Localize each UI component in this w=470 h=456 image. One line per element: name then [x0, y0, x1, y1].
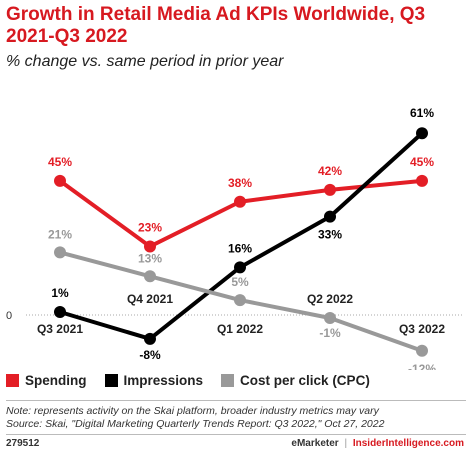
point-cpc: [144, 270, 156, 283]
legend-swatch-impressions: [104, 374, 118, 387]
point-impressions: [324, 210, 336, 223]
legend-item-spending: Spending: [6, 373, 87, 388]
line-chart: 0 Q3 2021 Q4 2021 Q1 2022 Q2 2022 Q3 2022 45% 2…: [6, 106, 462, 370]
series-line-impressions: [58, 131, 424, 341]
point-cpc: [324, 311, 336, 324]
series-line-spending: [58, 178, 424, 249]
data-label-impressions: 61%: [410, 106, 434, 120]
chart-subtitle: % change vs. same period in prior year: [6, 53, 284, 70]
legend-item-cpc: Cost per click (CPC): [221, 373, 370, 388]
data-label-cpc: 13%: [138, 251, 162, 265]
divider-bottom: [6, 434, 466, 435]
legend-swatch-cpc: [221, 374, 235, 387]
point-impressions: [144, 332, 156, 345]
legend-label-impressions: Impressions: [123, 373, 204, 388]
x-tick-label: Q2 2022: [307, 292, 353, 306]
legend-item-impressions: Impressions: [104, 373, 204, 388]
legend-swatch-spending: [6, 374, 19, 387]
data-label-spending: 38%: [228, 176, 252, 190]
footnote-source: Source: Skai, "Digital Marketing Quarter…: [6, 418, 385, 430]
point-cpc: [416, 344, 428, 357]
x-tick-label: Q1 2022: [217, 322, 263, 336]
point-impressions: [54, 306, 66, 319]
point-impressions: [234, 261, 246, 274]
brand-insider-intelligence: InsiderIntelligence.com: [352, 438, 464, 449]
brand-emarketer: eMarketer: [291, 438, 339, 449]
x-tick-label: Q3 2022: [399, 322, 445, 336]
x-tick-label: Q3 2021: [37, 322, 83, 336]
data-label-spending: 23%: [138, 220, 162, 234]
point-cpc: [234, 294, 246, 307]
data-label-spending: 42%: [318, 164, 342, 178]
point-spending: [324, 183, 336, 196]
data-label-impressions: 16%: [228, 241, 252, 255]
data-label-impressions: 33%: [318, 228, 342, 242]
data-label-cpc: -12%: [408, 362, 436, 370]
data-label-impressions: -8%: [139, 348, 161, 362]
footer-brand: eMarketer | InsiderIntelligence.com: [291, 438, 464, 449]
data-label-spending: 45%: [48, 155, 72, 169]
data-label-cpc: 5%: [231, 275, 249, 289]
point-impressions: [416, 127, 428, 140]
point-spending: [144, 240, 156, 253]
footnote-note: Note: represents activity on the Skai pl…: [6, 405, 379, 417]
data-label-spending: 45%: [410, 155, 434, 169]
chart-legend: Spending Impressions Cost per click (CPC…: [6, 373, 370, 388]
point-cpc: [54, 246, 66, 259]
divider-top: [6, 400, 466, 401]
point-spending: [234, 195, 246, 208]
legend-label-cpc: Cost per click (CPC): [240, 373, 370, 388]
legend-label-spending: Spending: [25, 373, 87, 388]
y-zero-label: 0: [6, 310, 12, 322]
chart-id: 279512: [6, 438, 40, 449]
data-label-cpc: 21%: [48, 227, 72, 241]
footnote: Note: represents activity on the Skai pl…: [6, 405, 384, 431]
chart-title: Growth in Retail Media Ad KPIs Worldwide…: [6, 4, 426, 47]
brand-separator: |: [344, 438, 348, 449]
point-spending: [54, 174, 66, 187]
data-label-cpc: -1%: [319, 326, 341, 340]
data-label-impressions: 1%: [51, 286, 69, 300]
point-spending: [416, 174, 428, 187]
x-tick-label: Q4 2021: [127, 292, 173, 306]
